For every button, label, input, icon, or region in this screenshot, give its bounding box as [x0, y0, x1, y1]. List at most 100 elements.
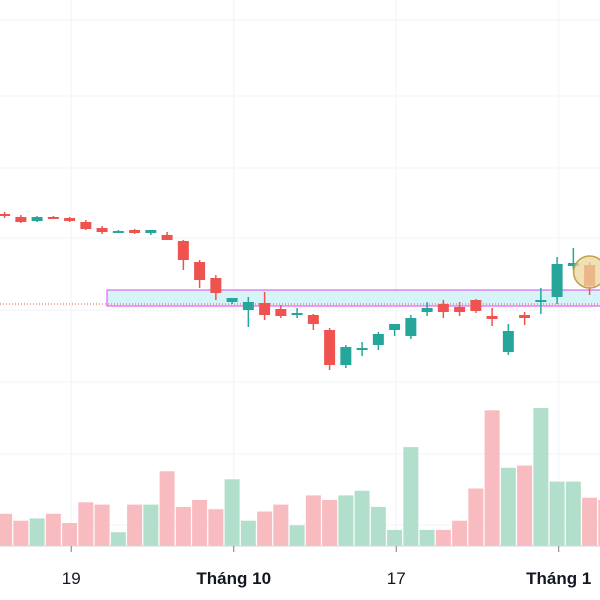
candle-34 [551, 257, 563, 304]
candle-body-10 [161, 235, 173, 240]
volume-bar-35 [565, 481, 581, 546]
candle-body-31 [502, 331, 514, 352]
volume-bar-3 [45, 513, 61, 546]
candle-body-27 [437, 304, 449, 312]
volume-bar-0 [0, 513, 13, 546]
volume-bar-26 [419, 529, 435, 546]
volume-bar-28 [452, 520, 468, 546]
candle-32 [519, 312, 531, 325]
candle-26 [421, 302, 433, 316]
candle-29 [470, 299, 482, 313]
volume-bar-14 [224, 479, 240, 546]
candle-body-15 [242, 302, 254, 310]
candle-20 [324, 328, 336, 370]
candle-body-14 [226, 298, 238, 302]
volume-bar-10 [159, 471, 175, 546]
candle-body-1 [15, 217, 27, 222]
candle-body-7 [112, 231, 124, 233]
candle-24 [389, 324, 401, 336]
volume-bar-29 [468, 488, 484, 546]
volume-bar-11 [175, 506, 191, 546]
candle-body-12 [194, 262, 206, 280]
x-tick-label-1: Tháng 10 [196, 569, 271, 588]
candle-15 [242, 297, 254, 327]
volume-bar-18 [289, 525, 305, 546]
candle-6 [96, 226, 108, 234]
volume-bar-33 [533, 408, 549, 546]
volume-bar-13 [208, 509, 224, 546]
x-tick-label-0: 19 [62, 569, 81, 588]
candle-23 [372, 332, 384, 350]
candle-body-24 [389, 324, 401, 330]
candle-body-5 [80, 222, 92, 229]
volume-bar-27 [435, 529, 451, 546]
candle-body-33 [535, 300, 547, 302]
candle-3 [47, 216, 59, 219]
volume-bar-25 [403, 447, 419, 546]
candle-body-0 [0, 214, 11, 216]
candle-body-17 [275, 309, 287, 316]
candle-body-13 [210, 278, 222, 293]
volume-bar-4 [62, 523, 78, 546]
candle-body-34 [551, 264, 563, 297]
candle-16 [259, 292, 271, 320]
volume-bar-6 [94, 504, 110, 546]
volume-bar-8 [127, 504, 143, 546]
candle-1 [15, 215, 27, 223]
grid [0, 0, 600, 546]
volume-bar-15 [240, 520, 256, 546]
volume-bar-23 [370, 506, 386, 546]
volume-bar-30 [484, 410, 500, 546]
candle-body-6 [96, 228, 108, 232]
candle-body-30 [486, 316, 498, 319]
volume-bar-34 [549, 481, 565, 546]
candle-17 [275, 305, 287, 318]
candle-18 [291, 308, 303, 318]
price-marker [572, 255, 600, 289]
candle-27 [437, 300, 449, 318]
candle-body-16 [259, 303, 271, 315]
x-tick-label-3: Tháng 1 [526, 569, 591, 588]
time-axis: 19 Tháng 10 17 Tháng 1 [0, 545, 600, 588]
candle-body-2 [31, 217, 43, 221]
volume-bar-7 [110, 532, 126, 546]
price-marker-circle [572, 255, 600, 289]
candle-12 [194, 260, 206, 288]
volume-bar-36 [582, 497, 598, 546]
candle-body-26 [421, 308, 433, 312]
candle-22 [356, 342, 368, 356]
candle-body-25 [405, 318, 417, 336]
x-tick-label-2: 17 [387, 569, 406, 588]
candle-21 [340, 345, 352, 368]
volume-bar-31 [500, 467, 516, 546]
candle-19 [307, 314, 319, 330]
candle-25 [405, 315, 417, 339]
volume-bar-5 [78, 502, 94, 546]
volume-bar-32 [517, 465, 533, 546]
candle-33 [535, 288, 547, 314]
volume-bar-16 [257, 511, 273, 546]
candle-2 [31, 216, 43, 222]
candle-body-19 [307, 315, 319, 324]
candle-body-8 [129, 230, 141, 233]
volume-bar-21 [338, 495, 354, 546]
candle-body-35 [567, 263, 579, 266]
candle-body-4 [64, 218, 76, 221]
candle-body-22 [356, 348, 368, 350]
candle-8 [129, 229, 141, 234]
candle-body-21 [340, 347, 352, 365]
volume-bar-2 [29, 518, 45, 546]
volume-bar-9 [143, 504, 159, 546]
candle-body-3 [47, 217, 59, 219]
candle-28 [454, 302, 466, 316]
volume-bar-1 [13, 520, 29, 546]
candle-31 [502, 324, 514, 355]
support-zone[interactable] [0, 289, 600, 307]
candle-14 [226, 298, 238, 304]
candle-body-18 [291, 313, 303, 315]
candle-13 [210, 275, 222, 300]
volume-bar-24 [387, 529, 403, 546]
volume-bars [0, 408, 600, 546]
